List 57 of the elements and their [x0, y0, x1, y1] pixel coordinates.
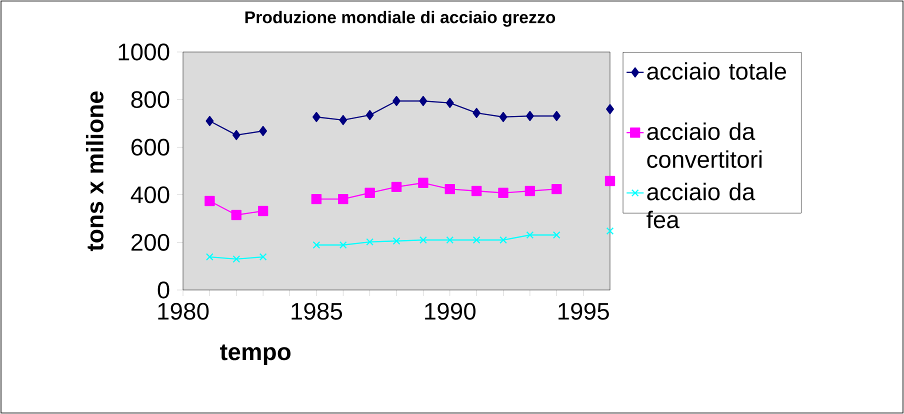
point: [204, 196, 215, 206]
point: [312, 241, 320, 249]
x-tick-label: 1985: [292, 302, 342, 320]
point: [338, 194, 348, 204]
point: [472, 108, 481, 118]
point: [392, 237, 400, 245]
legend-label: acciaio da fea: [646, 182, 756, 228]
x-tick-label: 1990: [425, 302, 476, 320]
point: [232, 130, 240, 140]
y-tick-label: 0: [158, 282, 170, 298]
point: [419, 236, 427, 244]
point: [419, 96, 428, 106]
point: [499, 112, 508, 122]
point: [339, 114, 348, 126]
point: [206, 116, 214, 126]
legend-label: acciaio totale: [647, 62, 786, 80]
x-axis-title: tempo: [220, 344, 291, 366]
point: [498, 188, 508, 198]
point: [472, 236, 480, 244]
point: [231, 210, 242, 220]
y-tick-label: 800: [131, 91, 170, 108]
point: [552, 184, 562, 194]
y-tick-label: 200: [131, 234, 170, 251]
y-tick-label: 1000: [118, 44, 170, 60]
point: [364, 188, 375, 198]
y-tick-label: 600: [131, 138, 170, 156]
point: [259, 126, 268, 136]
point: [446, 98, 454, 108]
point: [206, 253, 214, 261]
point: [418, 178, 428, 188]
point: [366, 238, 374, 246]
point: [339, 241, 347, 249]
point: [526, 110, 534, 122]
point: [499, 236, 508, 244]
point: [606, 104, 614, 114]
chart-title: Produzione mondiale di acciaio grezzo: [245, 10, 556, 27]
point: [391, 182, 402, 192]
point: [606, 227, 614, 235]
point: [471, 186, 482, 196]
point: [232, 255, 240, 263]
point: [259, 253, 267, 261]
point: [444, 184, 455, 194]
point: [552, 110, 561, 122]
point: [258, 206, 268, 216]
point: [604, 176, 616, 186]
point: [366, 110, 374, 120]
x-tick-label: 1995: [558, 302, 609, 320]
point: [312, 112, 320, 122]
x-tick-label: 1980: [158, 302, 209, 320]
y-axis-title: tons x milione: [86, 91, 104, 252]
point: [524, 186, 536, 196]
y-tick-label: 400: [130, 186, 170, 204]
point: [526, 231, 534, 239]
point: [552, 231, 560, 239]
point: [392, 96, 400, 106]
point: [311, 194, 322, 204]
point: [446, 236, 454, 244]
